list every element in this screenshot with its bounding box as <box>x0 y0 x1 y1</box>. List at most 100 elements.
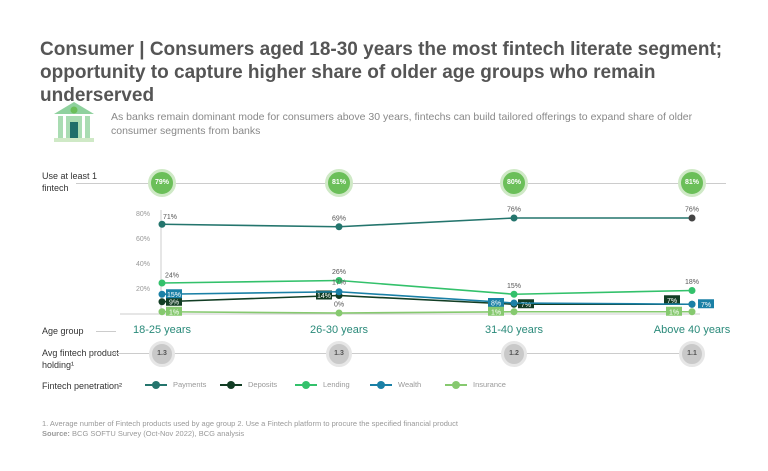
use-fintech-circle: 81% <box>678 169 706 197</box>
footnotes: 1. Average number of Fintech products us… <box>42 419 458 428</box>
use-fintech-circle: 81% <box>325 169 353 197</box>
legend-label: Deposits <box>248 380 278 389</box>
legend-marker <box>220 380 242 389</box>
line-chart: 20% 40% 60% 80% 71% 69% 76% 76% 9% 14% 7% 7% 24% 26% 1… <box>120 207 714 317</box>
data-point-payments <box>688 214 696 222</box>
legend-label: Lending <box>323 380 350 389</box>
avg-holding-circle: 1.3 <box>149 341 175 367</box>
data-point-wealth <box>335 288 343 296</box>
data-point-wealth <box>688 300 696 308</box>
bank-icon <box>54 102 94 142</box>
data-point-payments <box>510 214 518 222</box>
source-text: BCG SOFTU Survey (Oct-Nov 2022), BCG ana… <box>72 429 245 438</box>
data-label-text: 9% <box>169 299 179 306</box>
data-label-text: 15% <box>507 283 521 290</box>
data-label: 17% <box>332 279 346 286</box>
data-point-insurance <box>688 308 696 316</box>
data-label-text: 15% <box>167 292 181 299</box>
source-label: Source: <box>42 429 70 438</box>
legend-item: Lending <box>295 380 350 389</box>
subtitle: As banks remain dominant mode for consum… <box>111 111 693 137</box>
data-label: 26% <box>332 269 346 276</box>
y-tick-label: 20% <box>136 286 150 293</box>
data-label: 15% <box>507 283 521 290</box>
data-label: 1% <box>166 306 182 316</box>
data-label: 14% <box>316 290 332 300</box>
avg-holding-circle: 1.3 <box>326 341 352 367</box>
age-group-label: Age group <box>42 326 84 336</box>
data-label: 0% <box>334 302 344 309</box>
data-label: 7% <box>698 299 714 309</box>
legend-label: Payments <box>173 380 207 389</box>
data-label-text: 24% <box>165 273 179 280</box>
data-label: 1% <box>666 306 682 316</box>
y-tick-label: 60% <box>136 236 150 243</box>
age-group-0: 18-25 years <box>132 324 192 336</box>
data-label-text: 26% <box>332 269 346 276</box>
age-group-3: Above 40 years <box>653 324 731 336</box>
use-fintech-circle: 79% <box>148 169 176 197</box>
avg-holding-circle: 1.1 <box>679 341 705 367</box>
data-label-text: 1% <box>169 309 179 316</box>
avg-holding-label: Avg fintech product holding¹ <box>42 348 119 370</box>
data-label-text: 69% <box>332 215 346 222</box>
age-group-2: 31-40 years <box>484 324 544 336</box>
data-label-text: 0% <box>334 302 344 309</box>
series-line-insurance <box>161 310 692 314</box>
y-tick-label: 40% <box>136 261 150 268</box>
data-label: 69% <box>332 215 346 222</box>
data-label: 24% <box>165 273 179 280</box>
data-label-text: 7% <box>521 302 531 309</box>
legend-item: Payments <box>145 380 206 389</box>
data-label: 7% <box>664 295 680 305</box>
legend-item: Wealth <box>370 380 421 389</box>
series-line-payments <box>161 217 692 228</box>
legend-marker <box>145 380 167 389</box>
series-line-lending <box>161 279 693 296</box>
data-label: 15% <box>166 289 182 299</box>
avg-holding-circle: 1.2 <box>501 341 527 367</box>
legend-item: Insurance <box>445 380 506 389</box>
y-tick-label: 80% <box>136 211 150 218</box>
data-point-wealth <box>510 299 518 307</box>
data-point-insurance <box>510 308 518 316</box>
data-point-lending <box>510 290 518 298</box>
data-point-insurance <box>335 309 343 317</box>
data-label: 76% <box>507 207 521 214</box>
data-label: 9% <box>166 296 182 306</box>
data-point-wealth <box>158 290 166 298</box>
data-label-text: 7% <box>667 298 677 305</box>
data-label: 71% <box>163 214 177 221</box>
data-point-insurance <box>158 308 166 316</box>
data-label: 7% <box>518 299 534 309</box>
series-line-wealth <box>161 290 693 306</box>
data-label-text: 76% <box>685 207 699 214</box>
source: Source: BCG SOFTU Survey (Oct-Nov 2022),… <box>42 429 244 438</box>
data-label-text: 71% <box>163 214 177 221</box>
data-point-lending <box>158 279 166 287</box>
legend-label: Wealth <box>398 380 422 389</box>
data-label-text: 18% <box>685 279 699 286</box>
data-point-lending <box>335 277 343 284</box>
use-fintech-label: Use at least 1 fintech <box>42 171 98 193</box>
age-group-1: 26-30 years <box>309 324 369 336</box>
data-label: 1% <box>488 306 504 316</box>
legend-marker <box>370 380 392 389</box>
data-point-payments <box>335 223 343 231</box>
data-point-payments <box>158 220 166 228</box>
data-label-text: 14% <box>317 293 331 300</box>
legend-marker <box>445 380 467 389</box>
data-label-text: 76% <box>507 207 521 214</box>
penetration-label: Fintech penetration² <box>42 381 123 391</box>
legend-item: Deposits <box>220 380 277 389</box>
legend-marker <box>295 380 317 389</box>
data-point-deposits <box>158 298 166 306</box>
data-label: 18% <box>685 279 699 286</box>
data-label-text: 1% <box>491 309 501 316</box>
data-label-text: 17% <box>332 279 346 286</box>
data-label: 8% <box>488 298 504 308</box>
data-label-text: 8% <box>491 301 501 308</box>
legend-label: Insurance <box>473 380 506 389</box>
data-point-lending <box>688 287 696 294</box>
